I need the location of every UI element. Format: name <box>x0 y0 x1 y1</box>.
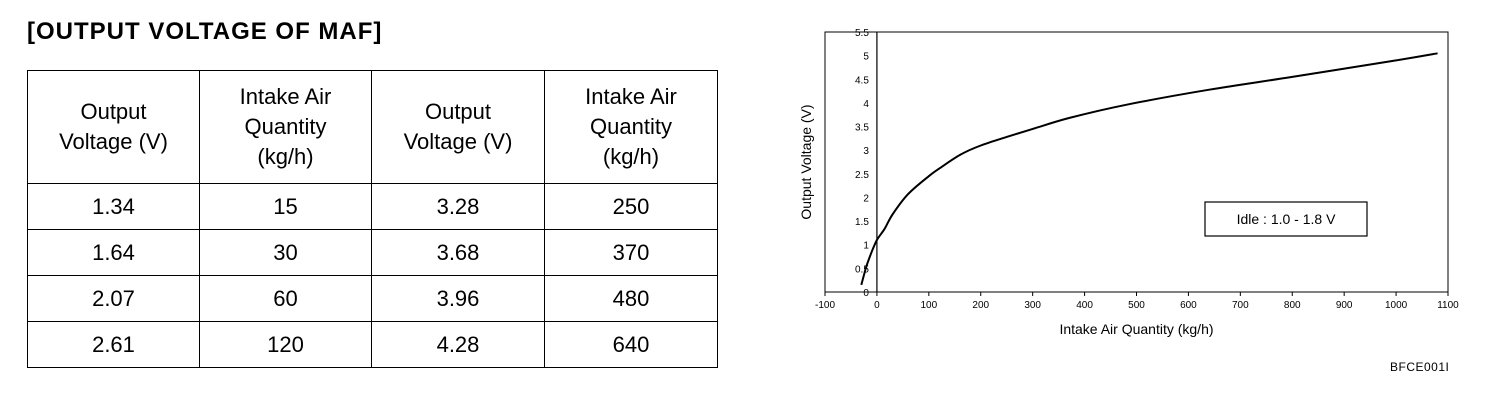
header-intake-air-1: Intake Air Quantity (kg/h) <box>199 70 372 184</box>
table-row: 1.64 30 3.68 370 <box>27 229 718 276</box>
y-tick-label: 3.5 <box>855 123 869 134</box>
header-text: Quantity <box>590 114 672 139</box>
header-text: Intake Air <box>239 84 332 109</box>
x-tick-label: 300 <box>1024 300 1041 311</box>
y-tick-label: 1.5 <box>855 217 869 228</box>
x-tick-label: 100 <box>920 300 937 311</box>
table-cell: 1.64 <box>27 229 200 276</box>
table-row: 2.07 60 3.96 480 <box>27 275 718 322</box>
y-axis-label: Output Voltage (V) <box>798 104 814 219</box>
header-intake-air-2: Intake Air Quantity (kg/h) <box>544 70 718 184</box>
y-tick-label: 0 <box>863 288 869 299</box>
header-output-voltage-1: Output Voltage (V) <box>27 70 200 184</box>
x-tick-label: 1000 <box>1385 300 1408 311</box>
table-cell: 640 <box>544 321 718 368</box>
table-row: 2.61 120 4.28 640 <box>27 321 718 368</box>
page-title: [OUTPUT VOLTAGE OF MAF] <box>27 18 383 45</box>
plot-frame <box>824 31 1449 293</box>
table-cell: 3.96 <box>371 275 545 322</box>
header-output-voltage-2: Output Voltage (V) <box>371 70 545 184</box>
header-text: Quantity <box>244 114 327 139</box>
y-tick-label: 5.5 <box>855 28 869 39</box>
idle-annotation-box <box>1204 201 1368 237</box>
x-tick-label: -100 <box>815 300 835 311</box>
table-cell: 3.28 <box>371 183 545 230</box>
table-cell: 480 <box>544 275 718 322</box>
x-tick-label: 500 <box>1128 300 1145 311</box>
y-tick-label: 5 <box>863 52 869 63</box>
x-tick-label: 800 <box>1284 300 1301 311</box>
figure-code: BFCE001I <box>1390 360 1450 374</box>
x-tick-label: 600 <box>1180 300 1197 311</box>
header-text: Voltage (V) <box>403 129 513 154</box>
table-cell: 250 <box>544 183 718 230</box>
x-tick-label: 900 <box>1336 300 1353 311</box>
header-text: (kg/h) <box>257 144 314 169</box>
y-tick-label: 0.5 <box>855 264 869 275</box>
y-tick-label: 4.5 <box>855 75 869 86</box>
table-cell: 2.07 <box>27 275 200 322</box>
maf-voltage-table: Output Voltage (V) Intake Air Quantity (… <box>27 70 718 368</box>
header-text: Output <box>80 99 147 124</box>
x-tick-label: 400 <box>1076 300 1093 311</box>
y-tick-label: 1 <box>863 241 869 252</box>
y-tick-label: 4 <box>863 99 869 110</box>
table-cell: 30 <box>199 229 372 276</box>
table-cell: 2.61 <box>27 321 200 368</box>
y-tick-label: 3 <box>863 146 869 157</box>
maf-voltage-chart: -100 0 100 200 300 400 500 600 700 800 900 1000 1100… <box>798 28 1459 337</box>
table-cell: 15 <box>199 183 372 230</box>
y-tick-label: 2 <box>863 193 869 204</box>
series-line <box>860 52 1438 286</box>
header-text: Voltage (V) <box>59 129 168 154</box>
table-cell: 60 <box>199 275 372 322</box>
header-text: Output <box>424 99 492 124</box>
header-text: Intake Air <box>585 84 677 109</box>
x-tick-label: 0 <box>874 300 880 311</box>
header-text: (kg/h) <box>602 144 660 169</box>
table-cell: 1.34 <box>27 183 200 230</box>
x-tick-label: 700 <box>1232 300 1249 311</box>
x-tick-label: 1100 <box>1437 300 1459 311</box>
table-cell: 370 <box>544 229 718 276</box>
x-tick-label: 200 <box>972 300 989 311</box>
y-tick-label: 2.5 <box>855 170 869 181</box>
table-header-row: Output Voltage (V) Intake Air Quantity (… <box>27 70 718 184</box>
table-row: 1.34 15 3.28 250 <box>27 183 718 230</box>
x-axis-label: Intake Air Quantity (kg/h) <box>1059 321 1213 337</box>
table-cell: 4.28 <box>371 321 545 368</box>
idle-annotation-text: Idle : 1.0 - 1.8 V <box>1237 211 1336 227</box>
table-cell: 120 <box>199 321 372 368</box>
table-cell: 3.68 <box>371 229 545 276</box>
